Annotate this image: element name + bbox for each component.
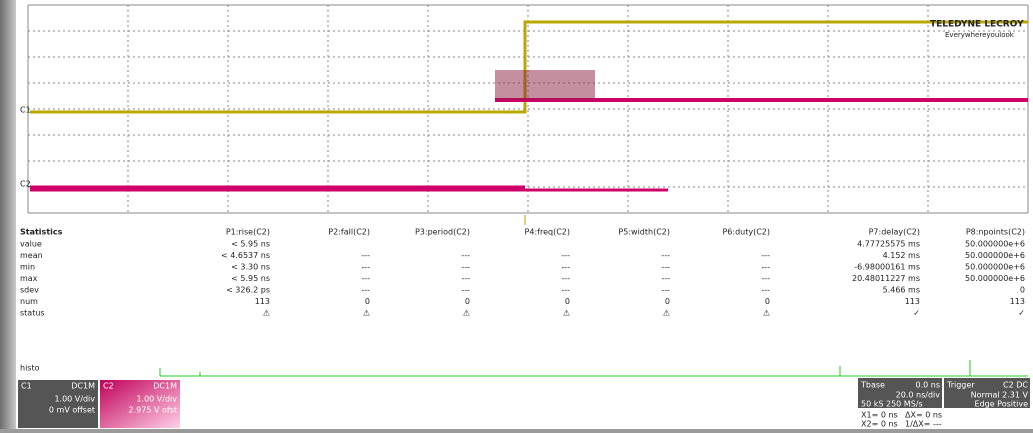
- cell: 113: [1010, 297, 1025, 306]
- desktop-edge: [0, 0, 16, 429]
- cell: 0: [465, 297, 470, 306]
- cell: ---: [561, 263, 570, 272]
- cell: ---: [361, 251, 370, 260]
- column-header: P8:npoints(C2): [966, 228, 1025, 237]
- cell: ---: [361, 263, 370, 272]
- cell: 113: [255, 297, 270, 306]
- cell: ---: [561, 251, 570, 260]
- cell: 50.000000e+6: [965, 240, 1025, 249]
- row-label: sdev: [20, 286, 39, 295]
- column-header: P6:duty(C2): [722, 228, 770, 237]
- cell: < 5.95 ns: [231, 274, 270, 283]
- persistence: [495, 70, 595, 100]
- channel-scale: 1.00 V/div: [136, 395, 177, 404]
- cell: ---: [661, 251, 670, 260]
- cell: < 5.95 ns: [231, 240, 270, 249]
- cursor-x1: X1= 0 ns: [861, 411, 898, 420]
- histo-label: histo: [20, 364, 40, 373]
- cell: ⚠: [263, 309, 270, 318]
- cell: -6.98000161 ms: [854, 263, 920, 272]
- cell: ⚠: [463, 309, 470, 318]
- cell: ⚠: [563, 309, 570, 318]
- row-label: mean: [20, 251, 43, 260]
- trigger-source: C2 DC: [1003, 381, 1028, 390]
- cell: ---: [761, 251, 770, 260]
- cell: < 4.6537 ns: [221, 251, 270, 260]
- trace-label: C1: [20, 106, 31, 115]
- cell: < 326.2 ps: [226, 286, 270, 295]
- column-header: P3:period(C2): [415, 228, 470, 237]
- trigger-title: Trigger: [946, 381, 975, 390]
- cell: 50.000000e+6: [965, 263, 1025, 272]
- cell: 5.466 ms: [883, 286, 920, 295]
- cell: ---: [461, 286, 470, 295]
- cell: ---: [661, 286, 670, 295]
- cell: 0: [765, 297, 770, 306]
- cell: ⚠: [763, 309, 770, 318]
- cell: ---: [661, 274, 670, 283]
- cell: ⚠: [363, 309, 370, 318]
- column-header: Statistics: [20, 228, 63, 237]
- column-header: P2:fall(C2): [328, 228, 370, 237]
- trigger-type: Edge Positive: [974, 400, 1028, 409]
- column-header: P7:delay(C2): [869, 228, 920, 237]
- cursor-dx: ΔX= 0 ns: [905, 411, 942, 420]
- cell: ⚠: [663, 309, 670, 318]
- channel-name: C1: [21, 382, 32, 391]
- timebase-per-div: 20.0 ns/div: [896, 391, 941, 400]
- channel-offset: 0 mV offset: [49, 406, 95, 415]
- trace-label: C2: [20, 180, 31, 189]
- cell: ---: [661, 263, 670, 272]
- channel-scale: 1.00 V/div: [54, 395, 95, 404]
- cell: ---: [361, 286, 370, 295]
- cell: ---: [561, 286, 570, 295]
- timebase-delay: 0.0 ns: [915, 381, 940, 390]
- cursor-inv-dx: 1/ΔX= ---: [905, 420, 942, 429]
- cell: ---: [361, 274, 370, 283]
- row-label: num: [20, 297, 38, 306]
- cell: ---: [461, 251, 470, 260]
- cell: < 3.30 ns: [231, 263, 270, 272]
- column-header: P4:freq(C2): [525, 228, 570, 237]
- row-label: status: [20, 309, 45, 318]
- row-label: value: [20, 240, 42, 249]
- cell: ✓: [913, 309, 920, 318]
- channel-coupling: DC1M: [153, 382, 177, 391]
- channel-offset: 2.975 V ofst: [129, 406, 177, 415]
- column-header: P1:rise(C2): [226, 228, 270, 237]
- cell: ---: [461, 274, 470, 283]
- cell: 0: [1020, 286, 1025, 295]
- cell: ---: [761, 263, 770, 272]
- cell: 50.000000e+6: [965, 274, 1025, 283]
- cell: 0: [565, 297, 570, 306]
- trigger-mode: Normal 2.31 V: [971, 391, 1029, 400]
- row-label: max: [20, 274, 38, 283]
- channel-coupling: DC1M: [71, 382, 95, 391]
- cell: 0: [365, 297, 370, 306]
- cell: ---: [761, 286, 770, 295]
- cell: ---: [461, 263, 470, 272]
- logo-tagline: Everywhereyoulook: [945, 31, 1015, 39]
- cell: ✓: [1018, 309, 1025, 318]
- row-label: min: [20, 263, 35, 272]
- cell: 4.77725575 ms: [857, 240, 920, 249]
- cell: 50.000000e+6: [965, 251, 1025, 260]
- cell: ---: [761, 274, 770, 283]
- cell: 113: [905, 297, 920, 306]
- cell: 0: [665, 297, 670, 306]
- cursor-x2: X2= 0 ns: [861, 420, 898, 429]
- cell: ---: [561, 274, 570, 283]
- logo-brand: TELEDYNE LECROY: [930, 20, 1024, 30]
- channel-name: C2: [103, 382, 114, 391]
- column-header: P5:width(C2): [618, 228, 670, 237]
- scope-screen: C1 C2 TELEDYNE LECROY Everywhereyoulook …: [0, 0, 1033, 429]
- cell: 4.152 ms: [883, 251, 920, 260]
- timebase-rate: 50 kS 250 MS/s: [861, 400, 923, 409]
- cell: 20.48011227 ms: [852, 274, 920, 283]
- timebase-title: Tbase: [860, 381, 885, 390]
